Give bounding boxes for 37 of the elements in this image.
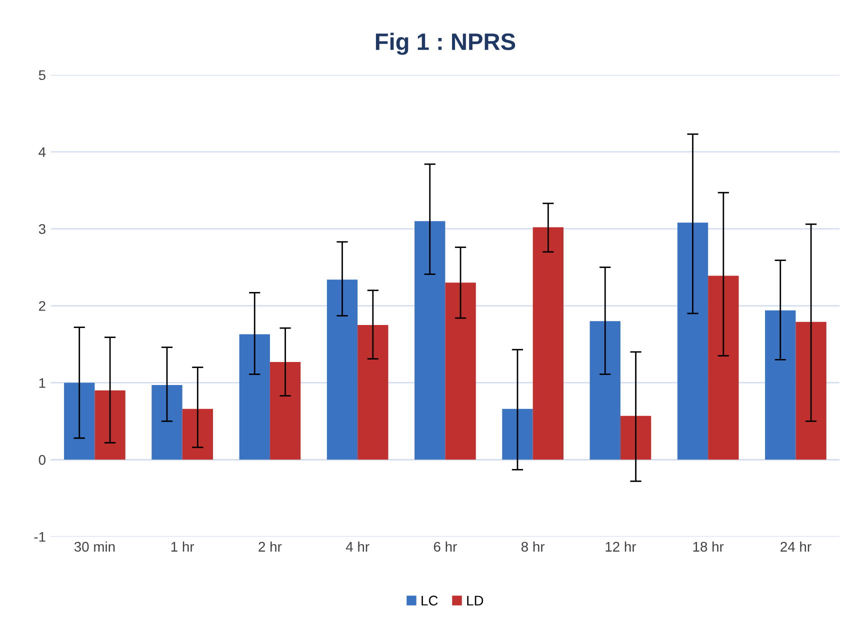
y-tick-label: 5	[38, 70, 46, 80]
bar	[502, 408, 533, 460]
x-tick-label: 30 min	[74, 542, 115, 552]
bar	[532, 227, 564, 460]
bar	[358, 325, 388, 460]
y-tick-label: 4	[38, 147, 46, 157]
bar	[64, 382, 95, 460]
x-tick-label: 2 hr	[258, 542, 282, 552]
x-tick-label: 4 hr	[346, 542, 370, 552]
y-tick-label: 0	[38, 455, 46, 465]
chart-title: Fig 1 : NPRS	[376, 32, 516, 55]
y-tick-label: 2	[38, 301, 46, 311]
bar	[182, 408, 213, 460]
bar	[239, 334, 270, 460]
x-tick-label: 24 hr	[780, 542, 812, 552]
bar	[590, 321, 620, 460]
y-tick-label: -1	[34, 532, 46, 542]
bar	[620, 416, 652, 460]
x-tick-label: 12 hr	[606, 542, 636, 552]
bar	[445, 282, 476, 460]
x-tick-label: 6 hr	[434, 542, 457, 552]
legend-label: LD	[467, 596, 484, 606]
bar	[270, 362, 301, 460]
bar	[708, 276, 739, 460]
x-tick-label: 8 hr	[521, 542, 545, 552]
bar	[152, 385, 182, 460]
y-tick-label: 1	[39, 378, 46, 388]
bar	[765, 310, 796, 460]
bar	[796, 322, 826, 460]
bar	[414, 221, 446, 460]
x-tick-label: 1 hr	[171, 542, 194, 552]
y-tick-label: 3	[38, 224, 46, 234]
x-tick-label: 18 hr	[693, 542, 724, 552]
bar	[326, 280, 358, 460]
legend-label: LC	[422, 596, 438, 606]
bar	[94, 390, 126, 460]
bar	[677, 222, 708, 460]
